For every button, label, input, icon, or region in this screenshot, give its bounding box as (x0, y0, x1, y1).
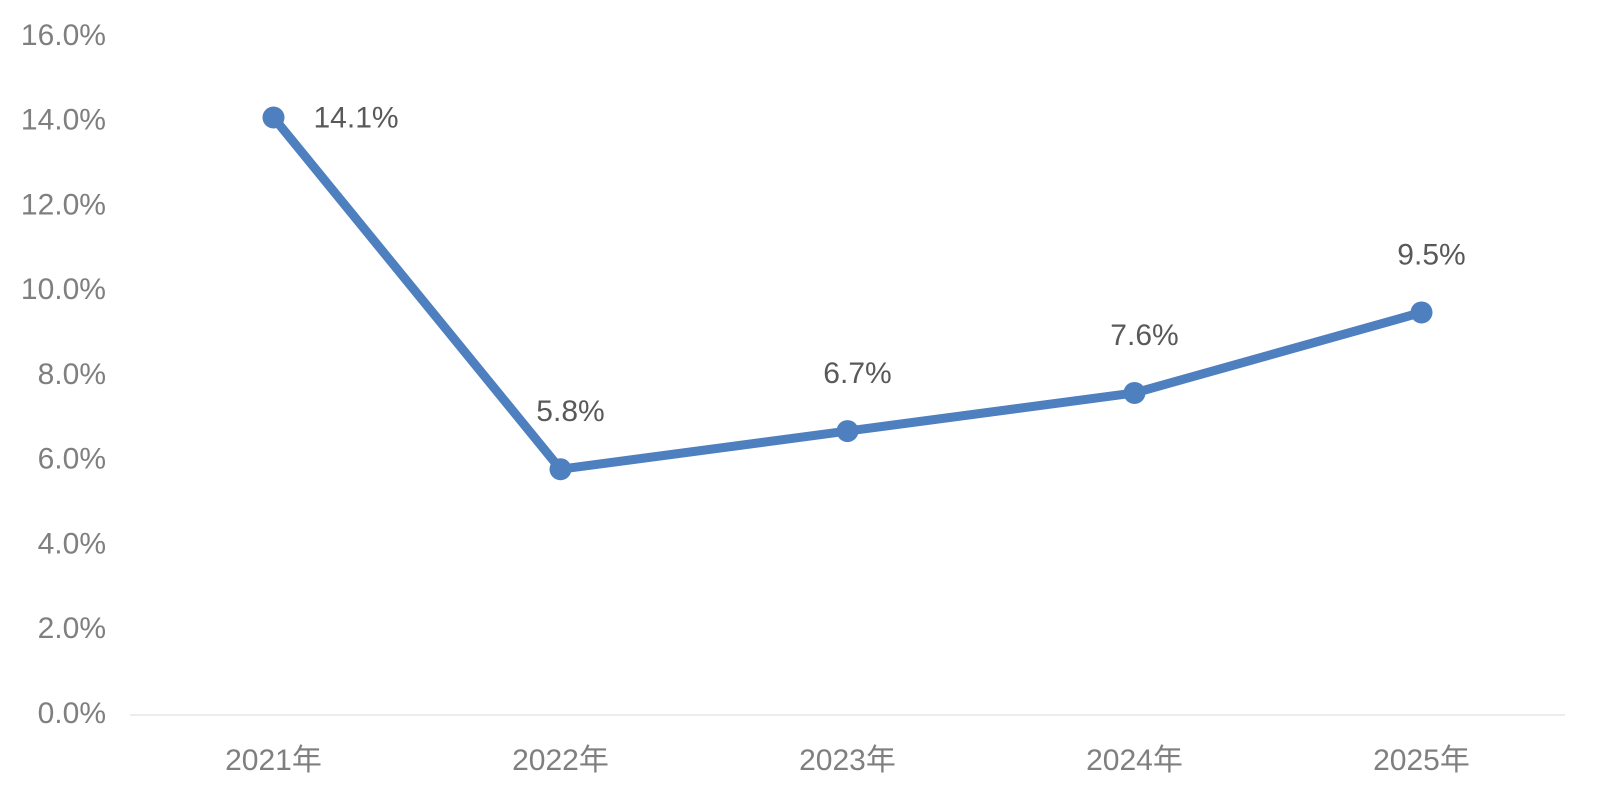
x-tick-label: 2022年 (512, 744, 609, 777)
y-tick-label: 16.0% (21, 19, 106, 52)
data-point (1410, 301, 1433, 324)
y-tick-label: 10.0% (21, 273, 106, 306)
data-point (262, 106, 285, 129)
data-label: 14.1% (314, 101, 399, 134)
x-tick-label: 2025年 (1373, 744, 1470, 777)
y-tick-label: 14.0% (21, 104, 106, 137)
data-point (549, 458, 572, 481)
x-tick-label: 2021年 (225, 744, 322, 777)
y-tick-label: 4.0% (38, 527, 106, 560)
data-label: 6.7% (823, 357, 891, 390)
data-label: 9.5% (1397, 238, 1465, 271)
x-tick-label: 2024年 (1086, 744, 1183, 777)
x-tick-label: 2023年 (799, 744, 896, 777)
y-tick-label: 6.0% (38, 443, 106, 476)
y-tick-label: 12.0% (21, 188, 106, 221)
y-tick-label: 2.0% (38, 612, 106, 645)
data-label: 5.8% (536, 395, 604, 428)
data-point (836, 420, 859, 443)
data-point (1123, 381, 1146, 404)
y-tick-label: 0.0% (38, 697, 106, 730)
series-line (270, 114, 1423, 474)
data-label: 7.6% (1110, 319, 1178, 352)
y-tick-label: 8.0% (38, 358, 106, 391)
